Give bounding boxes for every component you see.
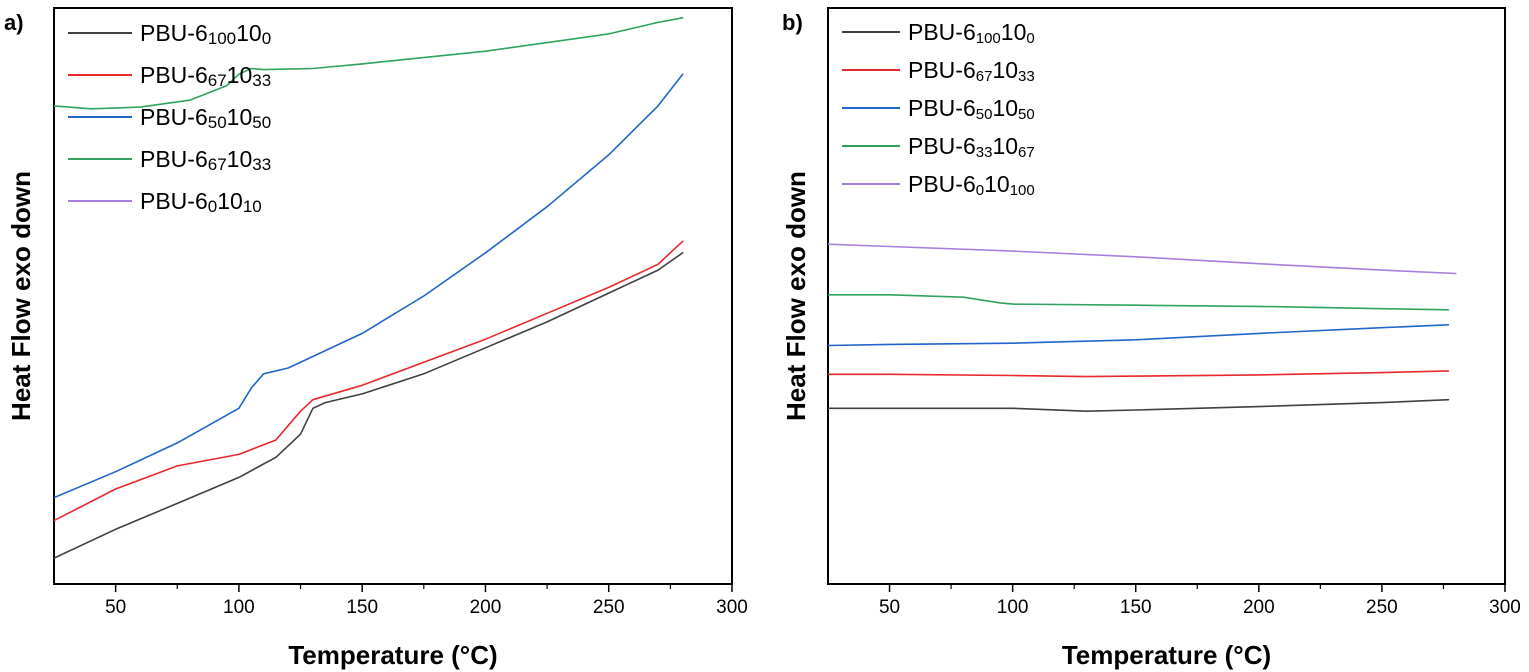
legend-entry: PBU-601010 xyxy=(140,188,262,216)
x-axis-title: Temperature (°C) xyxy=(288,640,497,670)
legend-subscript: 67 xyxy=(208,155,227,174)
legend-entry: PBU-6331067 xyxy=(908,133,1035,161)
legend-text-part: PBU-6 xyxy=(140,146,208,172)
series-line-1 xyxy=(54,252,684,559)
y-axis-title: Heat Flow exo down xyxy=(781,171,811,421)
legend-subscript: 0 xyxy=(1026,30,1034,47)
legend-text-part: PBU-6 xyxy=(908,95,976,121)
series-line-4 xyxy=(828,293,1450,311)
legend-text-part: 10 xyxy=(227,146,253,172)
legend-entry: PBU-6501050 xyxy=(140,104,271,132)
legend-subscript: 0 xyxy=(262,29,271,48)
legend-entry: PBU-6100100 xyxy=(908,19,1035,47)
x-tick-label: 250 xyxy=(1366,597,1398,618)
legend-subscript: 67 xyxy=(976,68,993,85)
series-group xyxy=(828,243,1457,413)
legend-text-part: PBU-6 xyxy=(140,188,208,214)
legend-text-part: 10 xyxy=(217,188,243,214)
series-line-2 xyxy=(54,240,684,522)
legend-entry: PBU-6671033 xyxy=(140,146,271,174)
panel-label: a) xyxy=(4,10,24,35)
legend-text-part: PBU-6 xyxy=(908,19,976,45)
legend-text-part: 10 xyxy=(227,62,253,88)
legend-text-part: 10 xyxy=(1001,19,1027,45)
legend-entry: PBU-6501050 xyxy=(908,95,1035,123)
y-axis-title: Heat Flow exo down xyxy=(6,171,36,421)
series-line-1 xyxy=(828,398,1450,413)
legend-text-part: 10 xyxy=(992,57,1018,83)
legend-subscript: 100 xyxy=(1010,182,1035,199)
series-line-2 xyxy=(828,370,1450,378)
legend-text-part: 10 xyxy=(227,104,253,130)
legend-text-part: 10 xyxy=(984,171,1010,197)
legend-subscript: 50 xyxy=(1018,106,1035,123)
legend-entry: PBU-6671033 xyxy=(140,62,271,90)
legend-subscript: 100 xyxy=(976,30,1001,47)
legend-subscript: 33 xyxy=(252,71,271,90)
legend-subscript: 0 xyxy=(208,197,217,216)
legend-text-part: PBU-6 xyxy=(140,104,208,130)
x-tick-label: 200 xyxy=(470,597,502,618)
legend: PBU-6100100PBU-6671033PBU-6501050PBU-633… xyxy=(842,19,1035,199)
series-line-3 xyxy=(828,323,1450,347)
legend-entry: PBU-6100100 xyxy=(140,20,271,48)
panel-label: b) xyxy=(782,10,803,35)
legend-text-part: PBU-6 xyxy=(908,133,976,159)
x-tick-label: 100 xyxy=(223,597,255,618)
x-tick-label: 150 xyxy=(346,597,378,618)
x-tick-label: 250 xyxy=(593,597,625,618)
legend-subscript: 100 xyxy=(208,29,236,48)
legend-subscript: 67 xyxy=(208,71,227,90)
x-tick-label: 300 xyxy=(716,597,748,618)
legend-subscript: 10 xyxy=(243,197,262,216)
x-tick-label: 100 xyxy=(997,597,1029,618)
legend-subscript: 67 xyxy=(1018,144,1035,161)
x-tick-label: 300 xyxy=(1489,597,1521,618)
plot-frame xyxy=(827,7,1506,585)
legend: PBU-6100100PBU-6671033PBU-6501050PBU-667… xyxy=(68,20,271,216)
legend-subscript: 50 xyxy=(208,113,227,132)
legend-subscript: 50 xyxy=(252,113,271,132)
x-tick-label: 50 xyxy=(879,597,900,618)
legend-text-part: PBU-6 xyxy=(908,57,976,83)
series-line-4 xyxy=(54,16,684,110)
plot-frame xyxy=(53,7,733,585)
legend-entry: PBU-6010100 xyxy=(908,171,1035,199)
legend-entry: PBU-6671033 xyxy=(908,57,1035,85)
series-group xyxy=(54,16,684,559)
x-tick-label: 50 xyxy=(105,597,126,618)
legend-subscript: 0 xyxy=(976,182,984,199)
legend-text-part: 10 xyxy=(236,20,262,46)
legend-text-part: PBU-6 xyxy=(140,20,208,46)
legend-text-part: PBU-6 xyxy=(140,62,208,88)
legend-text-part: 10 xyxy=(992,95,1018,121)
x-tick-label: 150 xyxy=(1120,597,1152,618)
legend-text-part: PBU-6 xyxy=(908,171,976,197)
x-axis-title: Temperature (°C) xyxy=(1062,640,1271,670)
legend-subscript: 33 xyxy=(976,144,993,161)
legend-subscript: 33 xyxy=(1018,68,1035,85)
legend-subscript: 50 xyxy=(976,106,993,123)
legend-text-part: 10 xyxy=(992,133,1018,159)
series-line-3 xyxy=(54,73,684,499)
legend-subscript: 33 xyxy=(252,155,271,174)
x-tick-label: 200 xyxy=(1243,597,1275,618)
series-line-5 xyxy=(828,243,1457,275)
